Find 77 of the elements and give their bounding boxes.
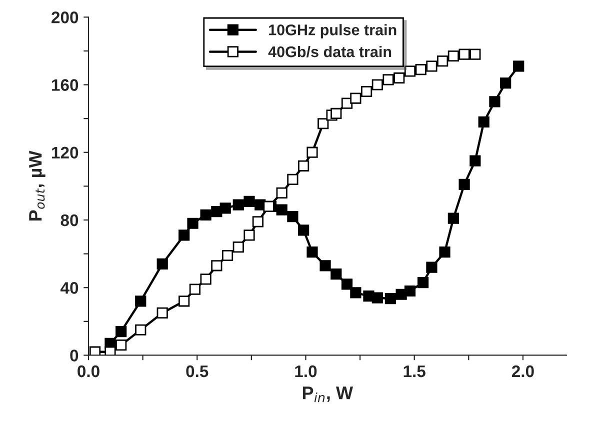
point <box>287 211 298 222</box>
point <box>318 118 329 130</box>
y-tick-label: 200 <box>52 12 78 24</box>
point <box>500 77 512 89</box>
point <box>384 293 396 304</box>
point <box>287 174 298 185</box>
point <box>232 241 244 253</box>
point <box>116 326 127 338</box>
point <box>104 346 116 356</box>
y-tick-label: 160 <box>52 79 78 91</box>
point <box>426 60 438 72</box>
point <box>89 346 101 356</box>
point <box>404 66 416 77</box>
y-tick-label: 120 <box>52 146 78 159</box>
point <box>458 178 470 190</box>
point <box>382 74 394 86</box>
point <box>489 96 500 108</box>
point <box>341 278 353 290</box>
y-axis-title: P$_{out}$, µW <box>29 150 46 220</box>
point <box>320 260 331 272</box>
point <box>244 196 255 207</box>
point <box>448 212 459 224</box>
point <box>350 287 362 298</box>
point <box>330 108 342 120</box>
point <box>263 200 274 212</box>
point <box>187 218 198 229</box>
y-tick-label: 0 <box>70 350 78 362</box>
point <box>437 56 448 67</box>
legend-label: 10GHz pulse train <box>269 24 396 38</box>
point <box>306 146 318 158</box>
point <box>276 204 288 216</box>
point <box>244 230 255 241</box>
x-tick-label: 0.5 <box>186 365 208 378</box>
x-tick-label: 1.5 <box>404 366 426 378</box>
point <box>156 307 168 319</box>
point <box>448 50 459 62</box>
point <box>394 72 405 84</box>
x-axis-title: P$_{in}$, W <box>302 386 354 402</box>
y-tick-label: 80 <box>60 214 78 226</box>
point <box>439 246 450 258</box>
point <box>478 116 490 128</box>
point <box>372 292 383 304</box>
point <box>200 274 212 285</box>
point <box>360 86 372 98</box>
point <box>135 324 146 336</box>
point <box>189 284 200 295</box>
point <box>404 285 416 297</box>
y-tick-label: 40 <box>60 282 78 294</box>
point <box>372 79 383 90</box>
point <box>135 296 146 307</box>
point <box>513 60 524 72</box>
point <box>156 258 168 270</box>
point <box>178 296 190 307</box>
point <box>276 187 288 198</box>
point <box>298 224 310 236</box>
point <box>232 199 244 210</box>
point <box>211 260 222 272</box>
point <box>298 160 310 172</box>
point <box>220 202 231 214</box>
point <box>116 340 127 351</box>
point <box>415 64 426 76</box>
point <box>252 216 264 228</box>
x-tick-label: 1.0 <box>295 365 317 378</box>
point <box>178 230 190 241</box>
point <box>330 268 342 280</box>
legend-label: 40Gb/s data train <box>268 46 392 58</box>
x-tick-label: 2.0 <box>512 365 534 378</box>
point <box>350 92 362 104</box>
point <box>200 209 212 220</box>
x-tick-label: 0.0 <box>78 365 100 378</box>
point <box>470 48 481 60</box>
point <box>306 246 318 258</box>
point <box>417 276 429 288</box>
point <box>426 262 438 273</box>
point <box>458 48 470 60</box>
point <box>222 250 234 262</box>
point <box>470 155 481 166</box>
